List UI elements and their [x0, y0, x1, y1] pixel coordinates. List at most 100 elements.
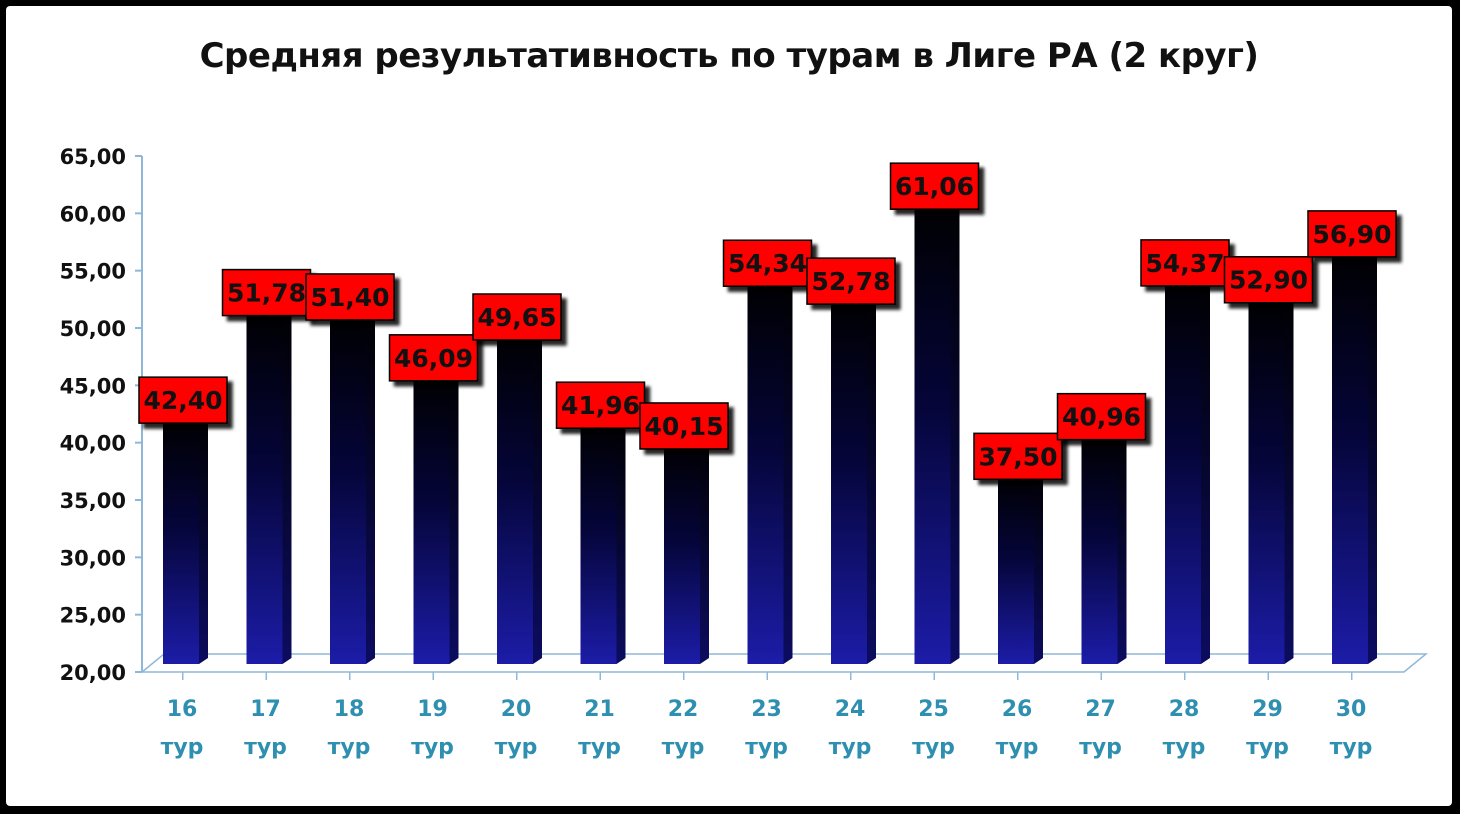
- x-tick-label: тур: [912, 735, 955, 760]
- x-tick-label: тур: [244, 735, 287, 760]
- y-tick-label: 35,00: [60, 489, 126, 513]
- x-tick-label: 18: [334, 697, 365, 722]
- x-tick-label: тур: [1330, 735, 1373, 760]
- y-tick-label: 55,00: [60, 260, 126, 284]
- bar: [914, 201, 951, 665]
- data-label: 52,90: [1223, 255, 1314, 304]
- bar-side: [1034, 465, 1043, 664]
- data-label: 40,15: [639, 402, 729, 450]
- data-label-box: [639, 402, 729, 450]
- bar-side: [950, 195, 960, 665]
- data-label-text: 49,65: [477, 303, 556, 332]
- x-tick-label: тур: [829, 735, 872, 760]
- data-label: 61,06: [889, 162, 980, 210]
- bar: [163, 415, 199, 664]
- data-label: 41,96: [555, 381, 646, 429]
- bar-side: [366, 305, 375, 664]
- bar: [246, 307, 283, 664]
- bar-side: [1201, 271, 1210, 664]
- data-label-box: [388, 334, 479, 382]
- data-label: 42,40: [138, 376, 228, 424]
- data-label-text: 56,90: [1312, 220, 1391, 249]
- bar-side: [282, 301, 292, 664]
- y-tick-label: 20,00: [60, 661, 126, 685]
- data-label-box: [1223, 255, 1314, 304]
- data-label-box: [555, 381, 646, 429]
- x-tick-label: тур: [1163, 735, 1206, 760]
- data-label-text: 37,50: [978, 442, 1057, 471]
- data-label-box: [1307, 210, 1397, 258]
- x-tick-label: тур: [578, 735, 621, 760]
- chart-title: Средняя результативность по турам в Лиге…: [199, 36, 1259, 76]
- x-tick-label: тур: [996, 735, 1039, 760]
- bar: [1081, 431, 1118, 664]
- x-tick-label: тур: [1079, 735, 1122, 760]
- bar: [580, 420, 617, 664]
- data-label-text: 61,06: [895, 172, 974, 201]
- axes: 20,00 25,00 30,00 35,00 40,00 45,00 50,00 55,00…: [60, 145, 1429, 760]
- x-tick-label: 23: [751, 697, 782, 722]
- x-tick-label: тур: [745, 735, 788, 760]
- data-label-box: [1140, 239, 1230, 287]
- data-label: 51,78: [221, 268, 312, 317]
- y-tick-label: 40,00: [60, 432, 126, 456]
- bar: [1332, 248, 1368, 664]
- bar-side: [700, 434, 709, 664]
- bar-side: [1117, 425, 1127, 664]
- data-label: 56,90: [1307, 210, 1397, 258]
- y-tick-label: 45,00: [60, 374, 126, 398]
- data-label-text: 40,15: [644, 412, 723, 441]
- data-label-text: 46,09: [394, 344, 473, 373]
- x-tick-label: 24: [835, 697, 866, 722]
- bar: [664, 440, 700, 664]
- bar: [1165, 277, 1201, 664]
- bar-side: [1368, 242, 1377, 664]
- x-tick-label: 20: [501, 697, 532, 722]
- x-tick-label: 27: [1085, 697, 1116, 722]
- y-tick-label: 65,00: [60, 145, 126, 169]
- data-label-box: [221, 268, 312, 317]
- data-label-box: [722, 239, 813, 287]
- data-label-box: [472, 293, 562, 341]
- bar-side: [199, 409, 208, 664]
- x-tick-label: 26: [1002, 697, 1033, 722]
- x-tick-label: 21: [584, 697, 615, 722]
- y-tick-label: 60,00: [60, 202, 126, 226]
- bar-side: [449, 366, 459, 664]
- x-tick-label: 25: [918, 697, 949, 722]
- data-label: 51,40: [305, 273, 395, 321]
- data-label-text: 40,96: [1062, 403, 1141, 432]
- x-tick-label: 28: [1169, 697, 1200, 722]
- bar: [330, 311, 366, 664]
- data-label-box: [1056, 392, 1147, 441]
- data-label-text: 52,78: [811, 267, 890, 296]
- bar: [1248, 294, 1285, 664]
- x-tick-label: 17: [250, 697, 281, 722]
- x-tick-label: 19: [417, 697, 448, 722]
- data-label-text: 54,34: [728, 249, 807, 278]
- data-label: 52,78: [806, 257, 896, 305]
- bar-side: [1284, 288, 1294, 664]
- bar-side: [867, 290, 876, 664]
- data-label-box: [889, 162, 980, 210]
- data-label-text: 42,40: [143, 386, 222, 415]
- x-tick-label: 30: [1336, 697, 1367, 722]
- data-label-text: 51,40: [310, 283, 389, 312]
- data-label-box: [806, 257, 896, 305]
- data-label: 46,09: [388, 334, 479, 382]
- x-tick-label: 16: [167, 697, 198, 722]
- bar-side: [783, 272, 793, 664]
- data-label-box: [973, 432, 1063, 481]
- bar-side: [616, 414, 626, 664]
- x-tick-label: тур: [495, 735, 538, 760]
- data-label-text: 54,37: [1145, 249, 1224, 278]
- data-label-text: 41,96: [561, 391, 640, 420]
- bar: [747, 278, 784, 664]
- x-tick-label: тур: [411, 735, 454, 760]
- bar: [413, 372, 450, 664]
- y-tick-label: 25,00: [60, 604, 126, 628]
- data-label: 40,96: [1056, 392, 1147, 441]
- bars: [163, 195, 1377, 665]
- x-tick-label: тур: [1246, 735, 1289, 760]
